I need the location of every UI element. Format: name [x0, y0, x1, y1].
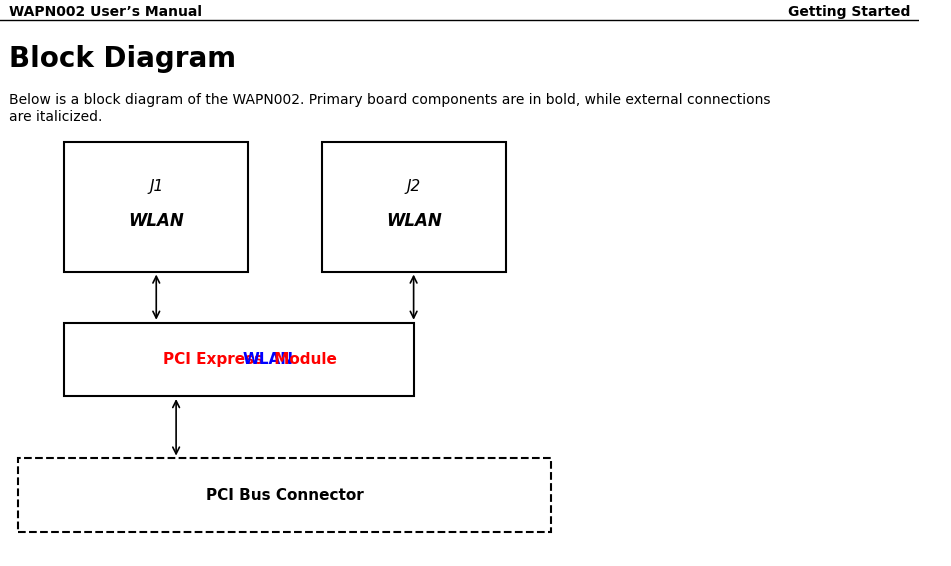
Text: PCI Express: PCI Express — [163, 352, 268, 367]
Text: Getting Started: Getting Started — [787, 6, 910, 19]
FancyBboxPatch shape — [18, 458, 552, 532]
Text: WLAN: WLAN — [386, 212, 441, 230]
Text: Block Diagram: Block Diagram — [10, 45, 236, 74]
Text: are italicized.: are italicized. — [10, 110, 103, 125]
Text: PCI Bus Connector: PCI Bus Connector — [206, 488, 364, 503]
Text: J2: J2 — [406, 179, 420, 194]
FancyBboxPatch shape — [65, 142, 248, 272]
FancyBboxPatch shape — [65, 323, 414, 396]
Text: WLAN: WLAN — [128, 212, 184, 230]
Text: J1: J1 — [149, 179, 164, 194]
FancyBboxPatch shape — [321, 142, 506, 272]
Text: WLAN: WLAN — [243, 352, 293, 367]
Text: WAPN002 User’s Manual: WAPN002 User’s Manual — [10, 6, 203, 19]
Text: Module: Module — [269, 352, 337, 367]
Text: Below is a block diagram of the WAPN002. Primary board components are in bold, w: Below is a block diagram of the WAPN002.… — [10, 93, 770, 108]
